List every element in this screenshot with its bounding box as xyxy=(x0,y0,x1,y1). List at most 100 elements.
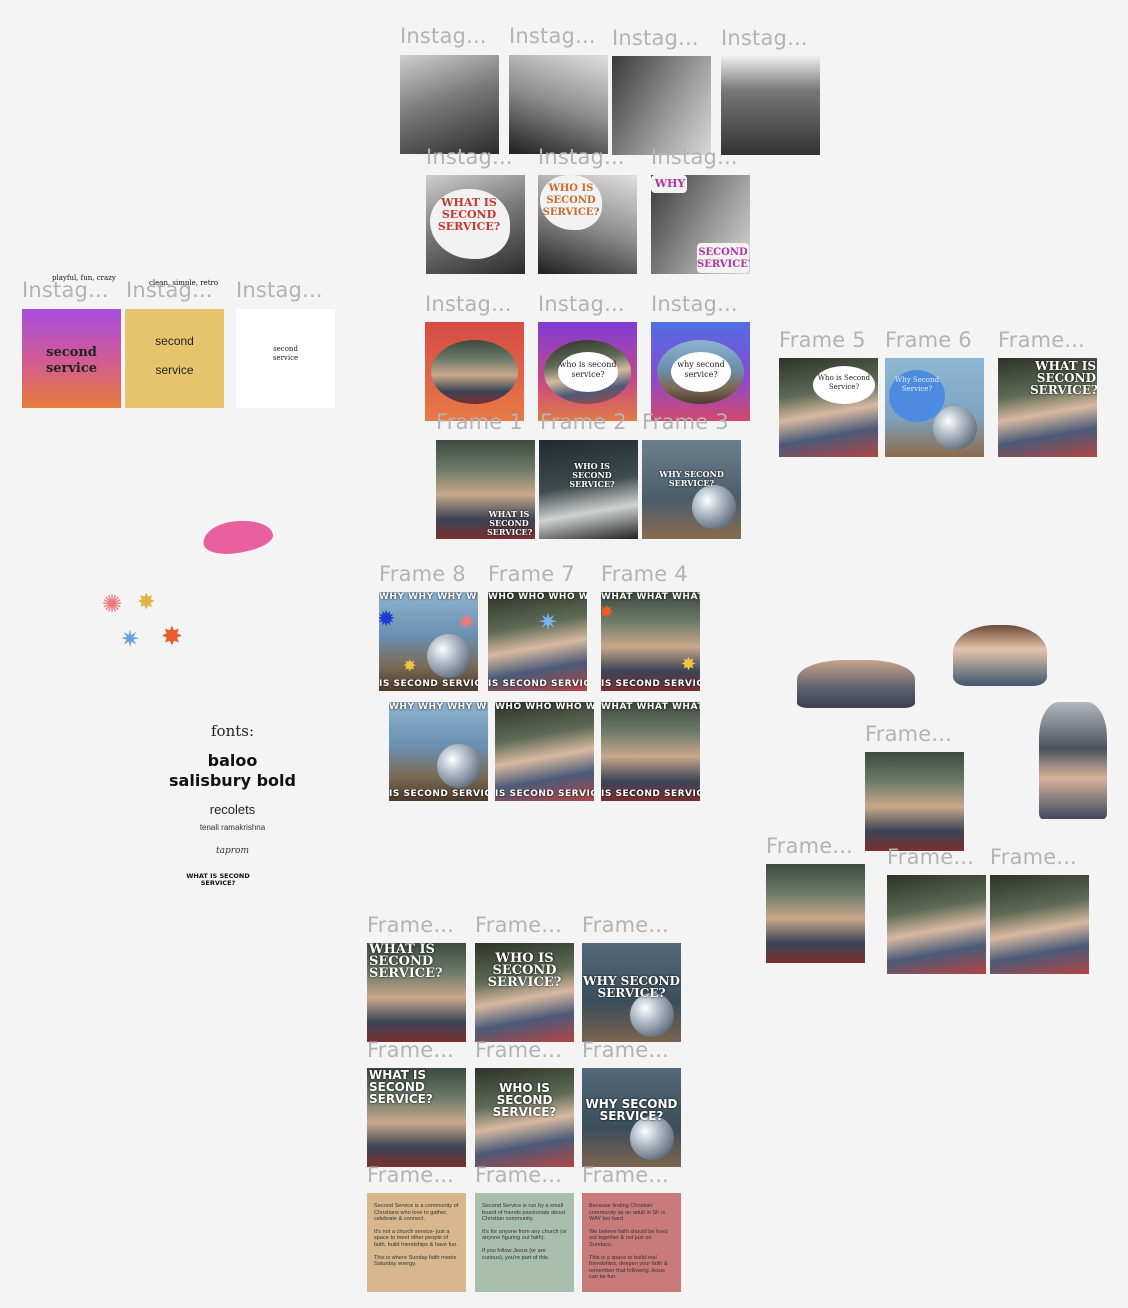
frame-label[interactable]: Instag... xyxy=(425,292,512,316)
photo-frame[interactable] xyxy=(509,55,608,154)
who-is-frame[interactable]: WHO IS SECOND SERVICE? xyxy=(538,175,637,274)
card-paragraph: Second Service is run by a small board o… xyxy=(482,1203,566,1223)
frame-label[interactable]: Frame... xyxy=(367,1038,455,1062)
frame-label[interactable]: Instag... xyxy=(612,26,699,50)
frame-what-is[interactable]: WHAT IS SECOND SERVICE? xyxy=(367,1068,466,1167)
frame-6[interactable]: Why Second Service? xyxy=(885,358,984,457)
speech-bubble xyxy=(889,370,945,422)
star-icon[interactable]: ✸ xyxy=(161,621,183,651)
pink-blob[interactable] xyxy=(201,517,275,557)
frame-label[interactable]: Frame... xyxy=(582,1038,670,1062)
info-card-why[interactable]: Because finding Christian community as a… xyxy=(582,1193,681,1292)
frame-label[interactable]: Frame 3 xyxy=(642,410,729,434)
photo-frame[interactable] xyxy=(887,875,986,974)
frame-label[interactable]: Frame 4 xyxy=(601,562,688,586)
frame-text: WHY SECOND SERVICE? xyxy=(583,974,680,1000)
frame-label[interactable]: Instag... xyxy=(22,278,109,302)
frame-label[interactable]: Frame... xyxy=(475,1163,563,1187)
frame-label[interactable]: Frame... xyxy=(475,913,563,937)
frame-label[interactable]: Frame... xyxy=(475,1038,563,1062)
frame-label[interactable]: Instag... xyxy=(538,292,625,316)
frame-label[interactable]: Frame 7 xyxy=(488,562,575,586)
frame-8[interactable]: WHY WHY WHY WHY ✹ ✺ ✸ IS SECOND SERVICE xyxy=(379,592,478,691)
frame-text: WHO IS SECOND SERVICE? xyxy=(569,461,615,489)
brand-card-white[interactable]: second service xyxy=(236,309,335,408)
frame-label[interactable]: Instag... xyxy=(126,278,213,302)
frame-label[interactable]: Instag... xyxy=(236,278,323,302)
frame-4-alt[interactable]: WHAT WHAT WHAT IS SECOND SERVICE xyxy=(601,702,700,801)
frame-what-is[interactable]: WHAT IS SECOND SERVICE? xyxy=(367,943,466,1042)
frame-text: Who is Second Service? xyxy=(817,374,871,391)
frame-label[interactable]: Frame... xyxy=(865,722,953,746)
top-strip: WHY WHY WHY WHY xyxy=(389,702,488,712)
frame-label[interactable]: Frame... xyxy=(887,845,975,869)
frame-who-is[interactable]: WHO IS SECOND SERVICE? xyxy=(475,943,574,1042)
star-icon[interactable]: ✸ xyxy=(137,589,156,614)
brand-text: second service xyxy=(272,345,299,362)
cutout-photo[interactable] xyxy=(797,660,915,708)
frame-why[interactable]: WHY SECOND SERVICE? xyxy=(582,1068,681,1167)
frame-label[interactable]: Instag... xyxy=(426,145,513,169)
photo-frame[interactable] xyxy=(766,864,865,963)
disco-ball xyxy=(933,406,977,450)
info-card-who[interactable]: Second Service is run by a small board o… xyxy=(475,1193,574,1292)
card-paragraph: This is where Sunday faith meets Saturda… xyxy=(374,1254,457,1268)
frame-label[interactable]: Frame... xyxy=(990,845,1078,869)
brand-card-yellow[interactable]: second service xyxy=(125,309,224,408)
frame-text: WHY SECOND SERVICE? xyxy=(659,469,724,488)
photo-frame[interactable] xyxy=(990,875,1089,974)
photo-frame[interactable] xyxy=(612,56,711,155)
star-icon: ✺ xyxy=(459,612,475,632)
frame-who-is[interactable]: WHO IS SECOND SERVICE? xyxy=(475,1068,574,1167)
frame-label[interactable]: Frame... xyxy=(582,1163,670,1187)
frame-why[interactable]: WHY SECOND SERVICE? xyxy=(582,943,681,1042)
frame-label[interactable]: Instag... xyxy=(400,24,487,48)
frame-7[interactable]: WHO WHO WHO WHO ✷ IS SECOND SERVICE xyxy=(488,592,587,691)
frame-label[interactable]: Instag... xyxy=(538,145,625,169)
what-is-frame[interactable]: WHAT IS SECOND SERVICE? xyxy=(426,175,525,274)
frame-label[interactable]: Frame 1 xyxy=(436,410,523,434)
oval-frame[interactable]: why second service? xyxy=(651,322,750,421)
bottom-strip: IS SECOND SERVICE xyxy=(495,789,594,799)
oval-text: why second service? xyxy=(671,352,731,392)
star-icon[interactable]: ✺ xyxy=(102,591,123,618)
frame-4[interactable]: WHAT WHAT WHAT ✸ ✸ IS SECOND SERVICE xyxy=(601,592,700,691)
cutout-photo[interactable] xyxy=(953,625,1047,686)
card-paragraph: We believe faith should be lived out tog… xyxy=(589,1228,668,1248)
star-icon[interactable]: ✷ xyxy=(120,626,141,653)
frame-label[interactable]: Frame 8 xyxy=(379,562,466,586)
frame-label[interactable]: Frame 2 xyxy=(540,410,627,434)
frame-label[interactable]: Instag... xyxy=(509,24,596,48)
frame-7-alt[interactable]: WHO WHO WHO WHO IS SECOND SERVICE xyxy=(495,702,594,801)
frame-label[interactable]: Frame 6 xyxy=(885,328,972,352)
frame-label[interactable]: Frame... xyxy=(367,1163,455,1187)
frame-label[interactable]: Frame... xyxy=(367,913,455,937)
frame-label[interactable]: Frame... xyxy=(582,913,670,937)
label-box xyxy=(697,243,749,273)
oval-frame[interactable]: who is second service? xyxy=(538,322,637,421)
frame-8-alt[interactable]: WHY WHY WHY WHY IS SECOND SERVICE xyxy=(389,702,488,801)
cutout-photo[interactable] xyxy=(1039,702,1107,819)
photo-frame[interactable] xyxy=(865,752,964,851)
oval-frame[interactable] xyxy=(425,322,524,421)
info-card-what[interactable]: Second Service is a community of Christi… xyxy=(367,1193,466,1292)
frame-1[interactable]: WHAT IS SECOND SERVICE? xyxy=(436,440,535,539)
frame-label[interactable]: Instag... xyxy=(651,292,738,316)
bottom-strip: IS SECOND SERVICE xyxy=(601,789,700,799)
brand-card-gradient[interactable]: second service xyxy=(22,309,121,408)
label-box xyxy=(651,175,687,193)
frame-text: WHO IS SECOND SERVICE? xyxy=(487,951,562,990)
photo-frame[interactable] xyxy=(400,55,499,154)
speech-bubble xyxy=(430,189,510,259)
frame-2[interactable]: WHO IS SECOND SERVICE? xyxy=(539,440,638,539)
frame-3[interactable]: WHY SECOND SERVICE? xyxy=(642,440,741,539)
frame-label[interactable]: Instag... xyxy=(721,26,808,50)
photo-frame[interactable] xyxy=(721,56,820,155)
frame-5[interactable]: Who is Second Service? xyxy=(779,358,878,457)
frame-label[interactable]: Frame... xyxy=(766,834,854,858)
frame-label[interactable]: Instag... xyxy=(651,145,738,169)
frame-label[interactable]: Frame... xyxy=(998,328,1086,352)
frame-label[interactable]: Frame 5 xyxy=(779,328,866,352)
why-frame[interactable]: WHY SECOND SERVICE? xyxy=(651,175,750,274)
frame-what[interactable]: WHAT IS SECOND SERVICE? xyxy=(998,358,1097,457)
